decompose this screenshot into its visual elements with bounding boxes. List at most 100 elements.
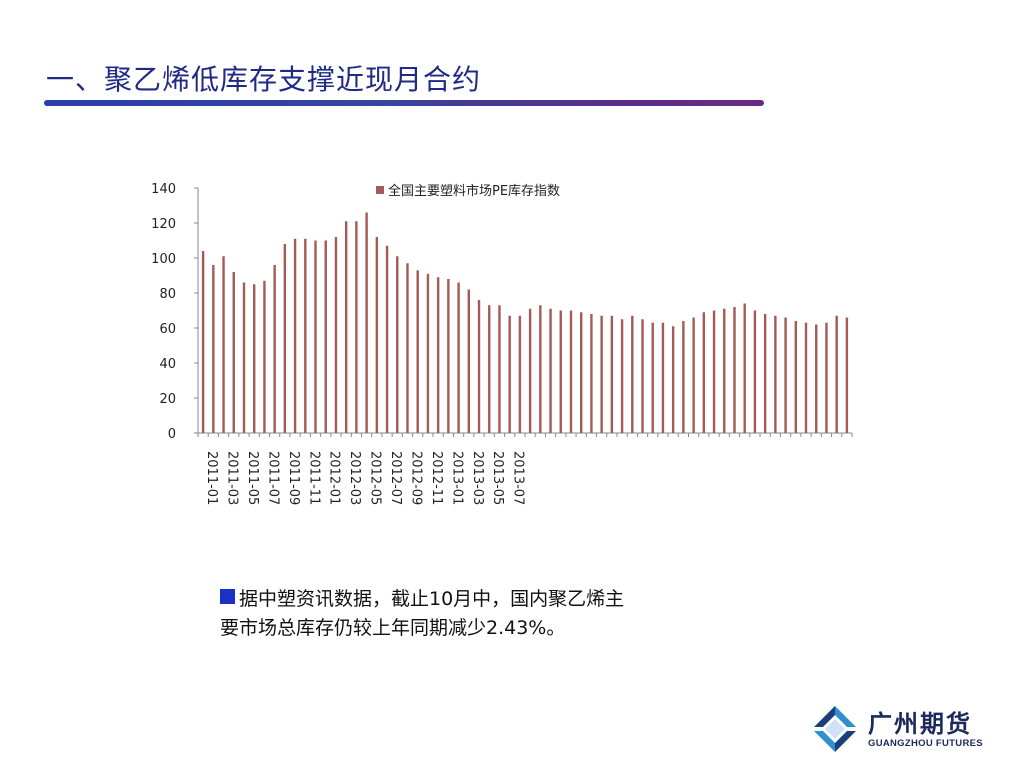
- x-tick-label: 2013-01: [449, 451, 464, 505]
- bar: [733, 307, 736, 433]
- bar: [242, 282, 246, 433]
- bar: [447, 279, 450, 433]
- bar: [600, 315, 603, 433]
- bar: [651, 322, 654, 433]
- bar: [508, 315, 511, 433]
- x-tick-label: 2011-09: [286, 451, 301, 505]
- bar: [355, 221, 358, 433]
- caption-text-1: 据中塑资讯数据，截止10月中，国内聚乙烯主: [239, 588, 625, 610]
- x-tick-label: 2013-03: [470, 451, 485, 505]
- bar: [549, 308, 552, 433]
- chart-legend: 全国主要塑料市场PE库存指数: [376, 183, 560, 199]
- x-tick-label: 2012-01: [327, 451, 342, 505]
- bar: [620, 319, 624, 433]
- bar: [774, 315, 777, 433]
- legend-swatch: [376, 186, 384, 194]
- x-tick-label: 2013-05: [490, 451, 505, 505]
- bar: [498, 305, 501, 433]
- bar: [610, 315, 614, 433]
- bar: [743, 303, 746, 433]
- bar: [702, 312, 706, 433]
- y-tick-label: 0: [168, 427, 176, 442]
- logo-name-en: GUANGZHOU FUTURES: [868, 738, 983, 749]
- bar: [784, 317, 787, 433]
- y-tick-label: 100: [151, 252, 176, 267]
- square-bullet-icon: [220, 589, 235, 604]
- x-tick-label: 2012-07: [388, 451, 403, 505]
- bar: [385, 245, 389, 433]
- title-underline: [44, 100, 764, 106]
- bar: [263, 280, 266, 433]
- bar: [293, 238, 297, 433]
- company-logo: 广州期货 GUANGZHOU FUTURES: [810, 704, 1000, 756]
- bar: [661, 322, 665, 433]
- x-tick-label: 2011-03: [225, 451, 240, 505]
- x-tick-label: 2011-11: [306, 451, 321, 505]
- slide-title: 一、聚乙烯低库存支撑近现月合约: [46, 63, 482, 96]
- x-tick-label: 2011-07: [265, 451, 280, 505]
- bar: [671, 326, 675, 433]
- bar: [518, 315, 522, 433]
- bar: [314, 240, 317, 433]
- x-tick-label: 2012-11: [429, 451, 444, 505]
- bar: [334, 237, 338, 433]
- legend-label: 全国主要塑料市场PE库存指数: [388, 183, 560, 199]
- bar: [692, 317, 695, 433]
- bar: [426, 273, 430, 433]
- y-axis: 0 20 40 60 80 100 120 140: [151, 182, 199, 442]
- bar: [201, 251, 205, 433]
- bar: [631, 315, 634, 433]
- y-tick-label: 20: [159, 392, 176, 407]
- y-tick-label: 80: [159, 287, 176, 302]
- bar: [723, 308, 726, 433]
- bar: [212, 265, 215, 433]
- bar: [763, 314, 767, 433]
- y-tick-label: 120: [151, 217, 176, 232]
- bar: [304, 238, 307, 433]
- logo-name-cn: 广州期货: [868, 710, 972, 738]
- bar: [804, 322, 808, 433]
- bar: [324, 240, 327, 433]
- x-axis: 2011-01 2011-03 2011-05 2011-07 2011-09 2011-…: [197, 432, 853, 505]
- bar: [590, 314, 593, 433]
- bar: [488, 305, 491, 433]
- bar: [457, 282, 460, 433]
- bar: [835, 315, 838, 433]
- caption: 据中塑资讯数据，截止10月中，国内聚乙烯主 要市场总库存仍较上年同期减少2.43…: [220, 585, 765, 643]
- bar: [569, 310, 573, 433]
- x-tick-label: 2013-07: [511, 451, 526, 505]
- bar: [641, 319, 644, 433]
- bar: [477, 300, 481, 433]
- x-tick-label: 2012-09: [408, 451, 423, 505]
- bar: [344, 221, 348, 433]
- bar: [467, 289, 470, 433]
- x-tick-label: 2012-05: [368, 451, 383, 505]
- caption-text-2: 要市场总库存仍较上年同期减少2.43%。: [220, 617, 566, 639]
- bar: [406, 263, 409, 433]
- bar: [416, 270, 419, 433]
- bar: [375, 237, 379, 433]
- bar: [283, 244, 287, 433]
- bar: [365, 212, 368, 433]
- guangzhou-futures-logo-icon: [814, 706, 856, 752]
- bar: [396, 256, 399, 433]
- bar: [682, 321, 685, 433]
- y-tick-label: 40: [159, 357, 176, 372]
- bar: [539, 305, 542, 433]
- bar: [559, 310, 562, 433]
- y-tick-label: 140: [151, 182, 176, 197]
- bar: [253, 284, 256, 433]
- bar: [712, 310, 716, 433]
- x-tick-label: 2011-01: [204, 451, 219, 505]
- bar-series: [201, 212, 849, 433]
- bar: [436, 277, 440, 433]
- x-tick-label: 2012-03: [347, 451, 362, 505]
- caption-line-1: 据中塑资讯数据，截止10月中，国内聚乙烯主: [220, 585, 765, 614]
- bar: [273, 265, 276, 433]
- bar: [580, 312, 583, 433]
- bar: [528, 308, 532, 433]
- x-tick-label: 2011-05: [245, 451, 260, 505]
- bar: [815, 324, 818, 433]
- bar: [222, 256, 225, 433]
- y-tick-label: 60: [159, 322, 176, 337]
